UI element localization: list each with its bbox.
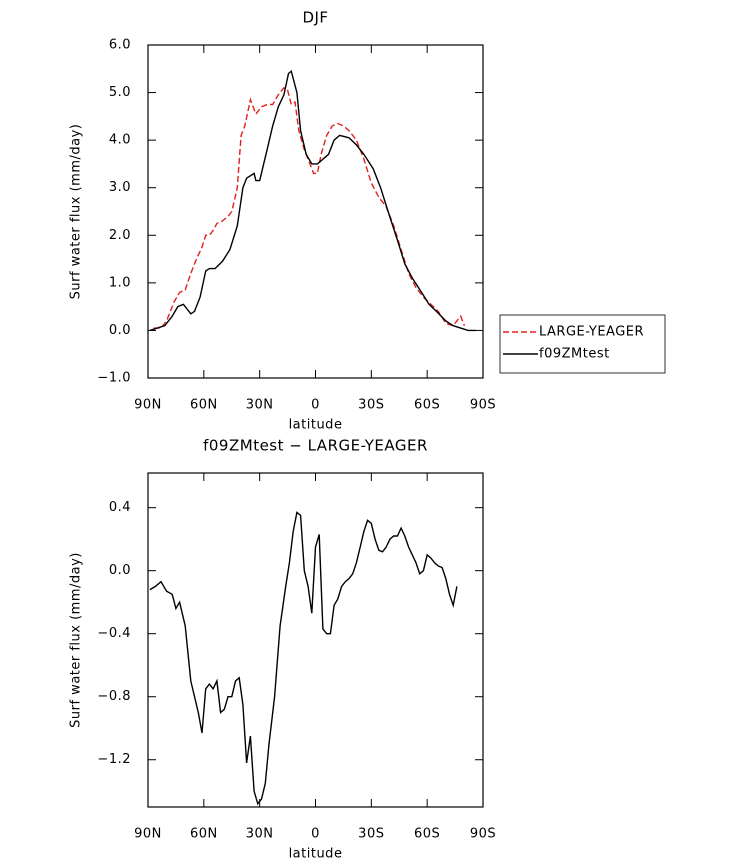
chart-title: DJF: [302, 9, 328, 27]
legend-frame: [499, 314, 666, 374]
y-tick-label: 2.0: [109, 228, 131, 243]
y-tick-label: −0.4: [97, 626, 131, 641]
y-tick-label: 5.0: [109, 85, 131, 100]
x-axis-label: latitude: [289, 847, 343, 862]
x-axis-label: latitude: [289, 418, 343, 433]
legend-label: LARGE-YEAGER: [539, 325, 644, 340]
y-tick-label: −1.2: [97, 752, 131, 767]
x-tick-label: 0: [311, 827, 320, 842]
data-line: [149, 69, 476, 332]
x-tick-label: 30N: [246, 398, 274, 413]
x-tick-label: 90N: [134, 398, 162, 413]
plot-frame: [147, 44, 484, 379]
legend-label: f09ZMtest: [539, 347, 610, 362]
y-tick-label: 0.4: [109, 500, 131, 515]
x-tick-label: 30N: [246, 827, 274, 842]
x-tick-label: 30S: [358, 398, 384, 413]
x-tick-label: 90N: [134, 827, 162, 842]
y-tick-label: 6.0: [109, 38, 131, 53]
y-tick-label: 4.0: [109, 133, 131, 148]
x-tick-label: 60N: [190, 398, 218, 413]
chart-title: f09ZMtest − LARGE-YEAGER: [203, 437, 428, 455]
x-tick-label: 60S: [414, 398, 440, 413]
data-line: [149, 511, 458, 806]
x-tick-label: 60S: [414, 827, 440, 842]
y-tick-label: 0.0: [109, 563, 131, 578]
y-tick-label: 1.0: [109, 275, 131, 290]
y-tick-label: 3.0: [109, 180, 131, 195]
y-axis-label: Surf water flux (mm/day): [69, 124, 84, 300]
x-tick-label: 60N: [190, 827, 218, 842]
data-line: [153, 86, 466, 329]
y-axis-label: Surf water flux (mm/day): [69, 552, 84, 728]
plot-frame: [147, 472, 484, 808]
y-tick-label: −1.0: [97, 371, 131, 386]
x-tick-label: 90S: [470, 398, 496, 413]
x-tick-label: 30S: [358, 827, 384, 842]
x-tick-label: 0: [311, 398, 320, 413]
x-tick-label: 90S: [470, 827, 496, 842]
y-tick-label: −0.8: [97, 689, 131, 704]
y-tick-label: 0.0: [109, 323, 131, 338]
